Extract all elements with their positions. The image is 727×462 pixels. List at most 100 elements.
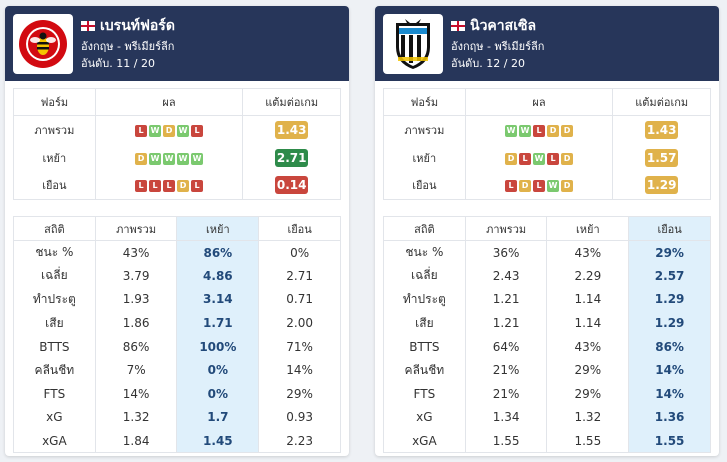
result-badge[interactable]: W xyxy=(149,124,162,137)
stats-value: 3.14 xyxy=(176,287,260,312)
result-badge[interactable]: D xyxy=(177,180,190,193)
result-badge[interactable]: D xyxy=(135,152,148,165)
stats-value: 0.71 xyxy=(286,292,313,307)
stats-value: 1.86 xyxy=(95,311,178,335)
stats-row-label: ทำประตู xyxy=(13,287,96,312)
stats-value: 14% xyxy=(628,382,711,406)
stats-value: 2.29 xyxy=(546,264,630,288)
result-badge[interactable]: L xyxy=(533,124,546,137)
result-badge[interactable]: D xyxy=(519,180,532,193)
team-logo[interactable] xyxy=(383,14,443,74)
stats-value: 71% xyxy=(286,339,313,354)
stats-value: 29% xyxy=(628,240,711,265)
stats-value: 1.36 xyxy=(628,405,711,430)
result-badge[interactable]: W xyxy=(519,124,532,137)
stats-value: 2.57 xyxy=(628,264,711,288)
stats-value: 43% xyxy=(546,334,630,359)
form-header-result: ผล xyxy=(465,88,614,116)
stats-header[interactable]: เยือน xyxy=(628,216,711,241)
result-badge[interactable]: L xyxy=(533,180,546,193)
ppg-badge: 1.43 xyxy=(645,120,679,139)
form-row: เยือน L D L W D 1.29 xyxy=(383,171,711,200)
stats-row: BTTS 86% 100% 71% xyxy=(13,334,341,359)
result-badge[interactable]: W xyxy=(505,124,518,137)
team-name-label: นิวคาสเซิล xyxy=(470,18,537,34)
stats-value: 3.79 xyxy=(95,264,178,288)
stats-value: 0% xyxy=(176,382,260,406)
result-badge[interactable]: L xyxy=(191,124,204,137)
result-badge[interactable]: L xyxy=(519,152,532,165)
result-badge[interactable]: D xyxy=(561,180,574,193)
stats-row-label: BTTS xyxy=(13,334,96,359)
result-badge[interactable]: D xyxy=(547,124,560,137)
form-row-label: เยือน xyxy=(13,171,96,200)
stats-value: 86% xyxy=(95,334,178,359)
result-badge[interactable]: L xyxy=(135,124,148,137)
stats-value: 1.84 xyxy=(95,429,178,453)
form-header-form: ฟอร์ม xyxy=(13,88,96,116)
team-card-away: นิวคาสเซิล อังกฤษ - พรีเมียร์ลีก อันดับ.… xyxy=(375,6,719,456)
stats-row: คลีนชีท 21% 29% 14% xyxy=(383,358,711,383)
team-logo[interactable] xyxy=(13,14,73,74)
result-badge[interactable]: L xyxy=(135,180,148,193)
result-badge[interactable]: L xyxy=(149,180,162,193)
stats-value: 2.23 xyxy=(286,433,313,448)
stats-row-label: FTS xyxy=(383,382,466,406)
stats-header[interactable]: เยือน xyxy=(258,216,341,241)
result-badge[interactable]: L xyxy=(547,152,560,165)
stats-value: 1.45 xyxy=(176,429,260,453)
result-badge[interactable]: L xyxy=(191,180,204,193)
result-badge[interactable]: W xyxy=(163,152,176,165)
result-badge[interactable]: W xyxy=(533,152,546,165)
ppg-cell: 1.29 xyxy=(613,172,711,200)
stats-value: 1.29 xyxy=(628,287,711,312)
stats-row-label: xGA xyxy=(383,429,466,453)
stats-header[interactable]: เหย้า xyxy=(546,216,630,241)
team-name[interactable]: เบรนท์ฟอร์ด xyxy=(81,15,175,37)
result-badge[interactable]: L xyxy=(505,180,518,193)
stats-row-label: คลีนชีท xyxy=(383,358,466,383)
stats-row-label: เฉลี่ย xyxy=(13,264,96,288)
stats-row: BTTS 64% 43% 86% xyxy=(383,334,711,359)
result-badge[interactable]: W xyxy=(149,152,162,165)
result-badge[interactable]: D xyxy=(561,124,574,137)
stats-header[interactable]: ภาพรวม xyxy=(465,216,548,241)
stats-value: 1.29 xyxy=(628,311,711,335)
form-row: เหย้า D W W W W 2.71 xyxy=(13,143,341,172)
result-badge[interactable]: L xyxy=(163,180,176,193)
stats-row: xGA 1.84 1.45 2.23 xyxy=(13,429,341,453)
ppg-badge: 1.29 xyxy=(645,176,679,195)
england-flag-icon xyxy=(81,21,95,31)
stats-header[interactable]: ภาพรวม xyxy=(95,216,178,241)
stats-row: xG 1.34 1.32 1.36 xyxy=(383,405,711,430)
stats-value: 1.32 xyxy=(95,405,178,430)
team-header: นิวคาสเซิล อังกฤษ - พรีเมียร์ลีก อันดับ.… xyxy=(375,6,719,81)
result-badge[interactable]: D xyxy=(163,124,176,137)
result-badge[interactable]: W xyxy=(547,180,560,193)
stats-row: xG 1.32 1.7 0.93 xyxy=(13,405,341,430)
stats-header[interactable]: เหย้า xyxy=(176,216,260,241)
stats-value: 14% xyxy=(286,363,313,378)
stats-row-label: เฉลี่ย xyxy=(383,264,466,288)
form-row-label: ภาพรวม xyxy=(13,115,96,144)
form-header-ppg: แต้มต่อเกม xyxy=(612,88,711,116)
result-badge[interactable]: D xyxy=(561,152,574,165)
team-name-label: เบรนท์ฟอร์ด xyxy=(100,18,175,34)
stats-value: 1.21 xyxy=(465,311,548,335)
result-badge[interactable]: W xyxy=(177,152,190,165)
stats-value: 2.00 xyxy=(286,316,313,331)
form-row-label: เหย้า xyxy=(383,143,466,172)
stats-value: 0.93 xyxy=(286,410,313,425)
stats-row-label: xG xyxy=(13,405,96,430)
stats-value: 4.86 xyxy=(176,264,260,288)
stats-row-label: xG xyxy=(383,405,466,430)
result-badge[interactable]: W xyxy=(177,124,190,137)
stats-value: 1.32 xyxy=(546,405,630,430)
team-name[interactable]: นิวคาสเซิล xyxy=(451,15,536,37)
stats-value: 29% xyxy=(286,386,313,401)
stats-row-label: เสีย xyxy=(383,311,466,335)
result-badge[interactable]: D xyxy=(505,152,518,165)
result-badge[interactable]: W xyxy=(191,152,204,165)
